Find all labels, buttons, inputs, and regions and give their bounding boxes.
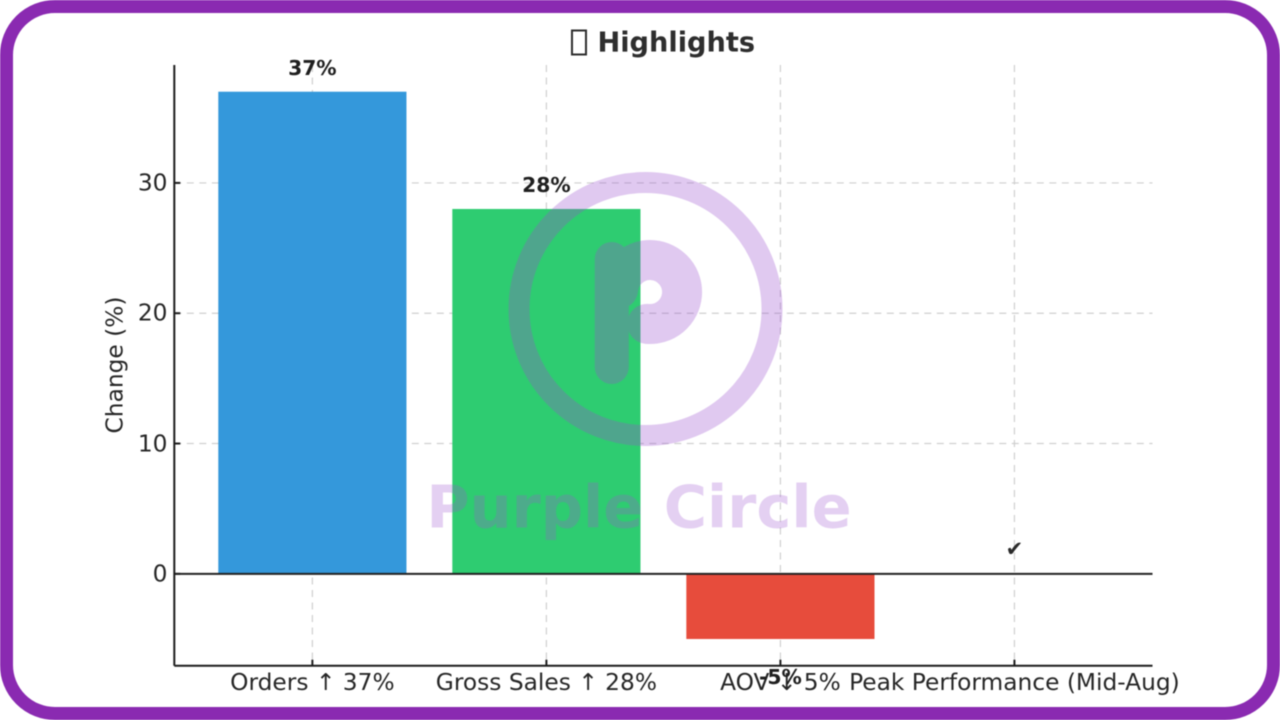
x-tick-label: AOV ↓ 5%	[720, 668, 841, 696]
checkmark-annotation: ✔	[1005, 537, 1024, 562]
watermark-circle-mark	[508, 172, 783, 446]
chart-title-text: Highlights	[597, 27, 756, 58]
watermark-p-bowl	[598, 240, 703, 344]
bar-value-label: -5%	[758, 665, 802, 690]
y-tick-label: 30	[137, 169, 168, 197]
y-axis-label: Change (%)	[101, 296, 129, 434]
y-tick-label: 0	[152, 560, 168, 588]
bar-1	[452, 208, 641, 574]
y-tick-label: 20	[137, 299, 168, 327]
x-tick-label: Gross Sales ↑ 28%	[435, 668, 657, 696]
x-tick-label: Peak Performance (Mid-Aug)	[849, 668, 1180, 696]
y-tick-label: 10	[137, 430, 168, 458]
bar-value-label: 37%	[288, 55, 337, 80]
bar-2	[686, 573, 875, 639]
bar-value-label: 28%	[522, 172, 571, 197]
watermark-brand-text: Purple Circle	[426, 472, 852, 542]
bar-0	[218, 91, 407, 574]
missing-glyph-icon	[570, 29, 587, 56]
x-tick-label: Orders ↑ 37%	[230, 668, 395, 696]
chart-title: Highlights	[570, 27, 756, 58]
watermark-outer-ring	[508, 172, 783, 446]
